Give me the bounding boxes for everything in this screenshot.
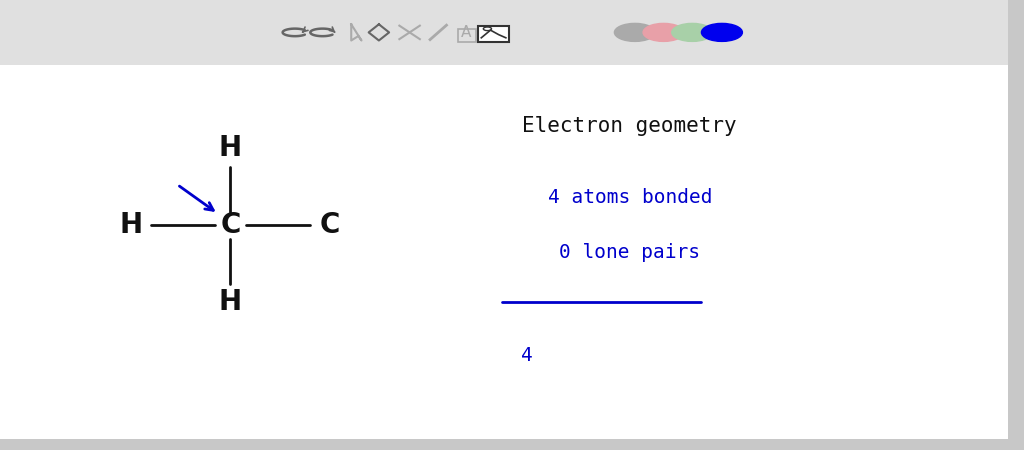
Text: H: H [219,135,242,162]
Bar [1008,0,1024,450]
Bar [0,65,1024,450]
Text: 4: 4 [521,346,534,365]
Text: A: A [461,25,471,40]
Bar [0,0,1024,65]
Text: C: C [319,211,340,239]
Text: 4 atoms bonded: 4 atoms bonded [548,189,712,207]
Text: 0 lone pairs: 0 lone pairs [559,243,700,261]
Text: Electron geometry: Electron geometry [522,116,737,136]
Text: H: H [219,288,242,315]
Circle shape [672,23,713,41]
Bar [0,439,1024,450]
Text: C: C [220,211,241,239]
Circle shape [614,23,655,41]
Text: H: H [120,211,142,239]
Circle shape [701,23,742,41]
FancyBboxPatch shape [478,26,509,42]
Circle shape [643,23,684,41]
